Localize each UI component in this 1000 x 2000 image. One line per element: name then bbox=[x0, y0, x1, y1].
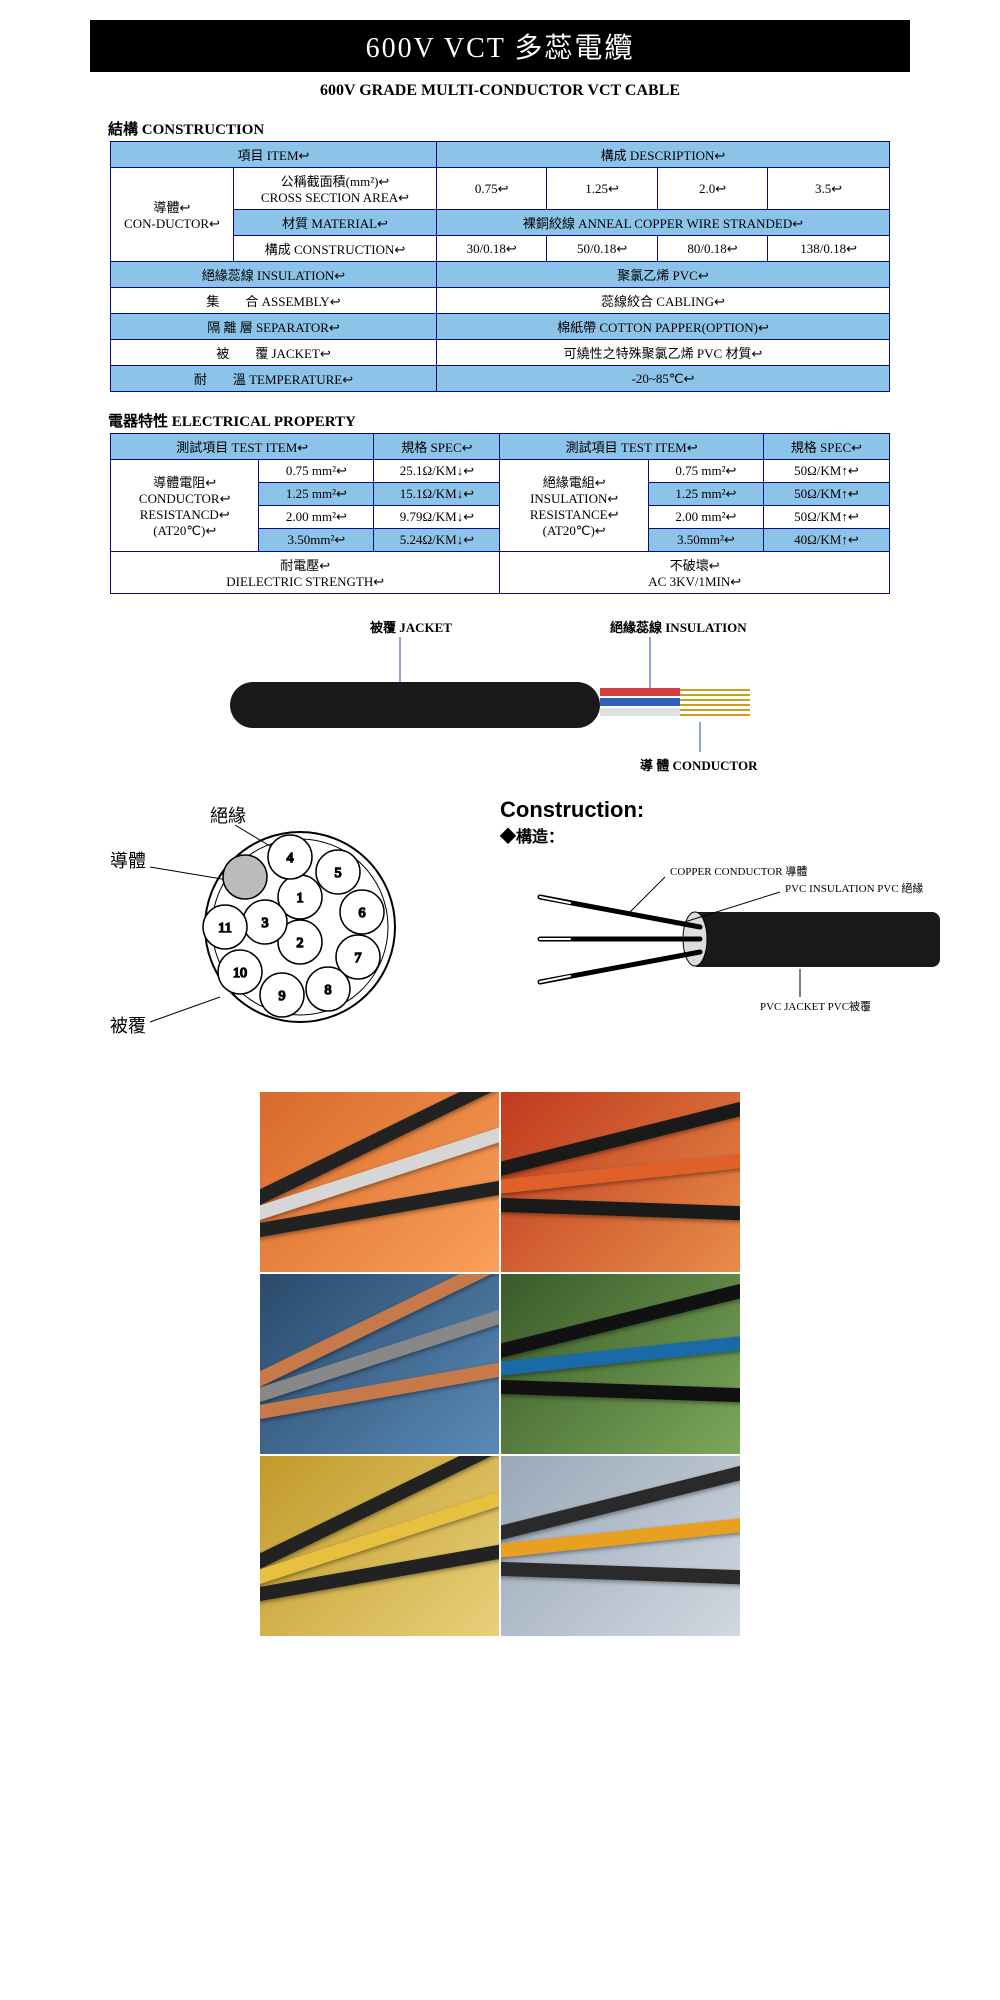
desc-header: 構成 DESCRIPTION↩ bbox=[437, 142, 890, 168]
size: 0.75 mm²↩ bbox=[259, 460, 374, 483]
cond-res-label: 導體電阻↩ CONDUCTOR↩ RESISTANCD↩ (AT20℃)↩ bbox=[111, 460, 259, 552]
svg-text:1: 1 bbox=[297, 891, 304, 906]
ins-res-label: 絕緣電組↩ INSULATION↩ RESISTANCE↩ (AT20℃)↩ bbox=[500, 460, 648, 552]
spec-hdr: 規格 SPEC↩ bbox=[374, 434, 500, 460]
size: 1.25 mm²↩ bbox=[259, 483, 374, 506]
ins-spec: 50Ω/KM↑↩ bbox=[763, 460, 889, 483]
cross-section-label: 公稱截面積(mm²)↩ CROSS SECTION AREA↩ bbox=[234, 168, 437, 210]
con-val: 80/0.18↩ bbox=[657, 236, 767, 262]
pvc-ins-label: PVC INSULATION PVC 絕緣 bbox=[785, 882, 923, 895]
subtitle: 600V GRADE MULTI-CONDUCTOR VCT CABLE bbox=[90, 82, 910, 100]
photo-tile bbox=[260, 1274, 499, 1454]
ins-spec: 50Ω/KM↑↩ bbox=[763, 506, 889, 529]
cond-spec: 15.1Ω/KM↓↩ bbox=[374, 483, 500, 506]
dielectric-val: 不破壞↩ AC 3KV/1MIN↩ bbox=[500, 552, 890, 594]
insulation-val: 聚氯乙烯 PVC↩ bbox=[437, 262, 890, 288]
con-val: 50/0.18↩ bbox=[547, 236, 657, 262]
jacket-label: 被 覆 JACKET↩ bbox=[111, 340, 437, 366]
electrical-heading: 電器特性 ELECTRICAL PROPERTY bbox=[108, 410, 910, 431]
cross-insulation-label: 絕緣 bbox=[210, 806, 246, 826]
item-header: 項目 ITEM↩ bbox=[111, 142, 437, 168]
photo-tile bbox=[501, 1092, 740, 1272]
svg-text:9: 9 bbox=[279, 989, 286, 1004]
cs-val: 3.5↩ bbox=[768, 168, 890, 210]
dielectric-label: 耐電壓↩ DIELECTRIC STRENGTH↩ bbox=[111, 552, 500, 594]
separator-val: 棉紙帶 COTTON PAPPER(OPTION)↩ bbox=[437, 314, 890, 340]
photo-grid bbox=[260, 1092, 740, 1636]
material-label: 材質 MATERIAL↩ bbox=[234, 210, 437, 236]
insulation-label: 絕緣蕊線 INSULATION bbox=[610, 620, 747, 635]
size: 2.00 mm²↩ bbox=[648, 506, 763, 529]
svg-text:7: 7 bbox=[355, 951, 362, 966]
construction-heading: 結構 CONSTRUCTION bbox=[108, 118, 910, 139]
construction-label: 構成 CONSTRUCTION↩ bbox=[234, 236, 437, 262]
temp-val: -20~85℃↩ bbox=[437, 366, 890, 392]
test-item-hdr: 測試項目 TEST ITEM↩ bbox=[111, 434, 374, 460]
conductor-label: 導體↩ CON-DUCTOR↩ bbox=[111, 168, 234, 262]
cross-section-diagram: 絕緣 導體 被覆 1 2 3 4 5 6 7 8 9 bbox=[90, 797, 470, 1062]
svg-text:6: 6 bbox=[359, 906, 366, 921]
svg-text:8: 8 bbox=[325, 983, 332, 998]
cross-jacket-label: 被覆 bbox=[110, 1016, 146, 1036]
test-item-hdr2: 測試項目 TEST ITEM↩ bbox=[500, 434, 763, 460]
photo-tile bbox=[260, 1456, 499, 1636]
size: 3.50mm²↩ bbox=[259, 529, 374, 552]
svg-text:5: 5 bbox=[335, 866, 342, 881]
electrical-table: 測試項目 TEST ITEM↩ 規格 SPEC↩ 測試項目 TEST ITEM↩… bbox=[110, 433, 890, 594]
assembly-val: 蕊線絞合 CABLING↩ bbox=[437, 288, 890, 314]
construction-sub: ◆構造： bbox=[500, 823, 1000, 847]
jacket-val: 可繞性之特殊聚氯乙烯 PVC 材質↩ bbox=[437, 340, 890, 366]
title-bar: 600V VCT 多蕊電纜 bbox=[90, 20, 910, 72]
photo-tile bbox=[501, 1274, 740, 1454]
size: 2.00 mm²↩ bbox=[259, 506, 374, 529]
insulation-label: 絕緣蕊線 INSULATION↩ bbox=[111, 262, 437, 288]
spec-hdr2: 規格 SPEC↩ bbox=[763, 434, 889, 460]
photo-tile bbox=[260, 1092, 499, 1272]
ins-spec: 50Ω/KM↑↩ bbox=[763, 483, 889, 506]
separator-label: 隔 離 層 SEPARATOR↩ bbox=[111, 314, 437, 340]
svg-text:3: 3 bbox=[262, 916, 269, 931]
material-val: 裸銅絞線 ANNEAL COPPER WIRE STRANDED↩ bbox=[437, 210, 890, 236]
cs-val: 2.0↩ bbox=[657, 168, 767, 210]
size: 3.50mm²↩ bbox=[648, 529, 763, 552]
cond-spec: 25.1Ω/KM↓↩ bbox=[374, 460, 500, 483]
svg-text:2: 2 bbox=[297, 936, 304, 951]
conductor-label: 導 體 CONDUCTOR bbox=[640, 758, 758, 773]
jacket-label: 被覆 JACKET bbox=[369, 620, 452, 635]
cond-spec: 9.79Ω/KM↓↩ bbox=[374, 506, 500, 529]
pvc-jkt-label: PVC JACKET PVC被覆 bbox=[760, 1000, 871, 1013]
svg-text:11: 11 bbox=[218, 921, 231, 936]
cs-val: 1.25↩ bbox=[547, 168, 657, 210]
size: 0.75 mm²↩ bbox=[648, 460, 763, 483]
con-val: 30/0.18↩ bbox=[437, 236, 547, 262]
svg-text:10: 10 bbox=[233, 966, 247, 981]
con-val: 138/0.18↩ bbox=[768, 236, 890, 262]
copper-label: COPPER CONDUCTOR 導體 bbox=[670, 864, 807, 878]
assembly-label: 集 合 ASSEMBLY↩ bbox=[111, 288, 437, 314]
cross-conductor-label: 導體 bbox=[110, 851, 146, 871]
construction-diagram: Construction: ◆構造： COPPER CONDUC bbox=[470, 797, 1000, 1062]
cs-val: 0.75↩ bbox=[437, 168, 547, 210]
cable-side-diagram: 被覆 JACKET 絕緣蕊線 INSULATION 導 體 CONDUCTOR bbox=[110, 612, 890, 797]
construction-title: Construction: bbox=[500, 797, 1000, 823]
size: 1.25 mm²↩ bbox=[648, 483, 763, 506]
construction-table: 項目 ITEM↩ 構成 DESCRIPTION↩ 導體↩ CON-DUCTOR↩… bbox=[110, 141, 890, 392]
temp-label: 耐 溫 TEMPERATURE↩ bbox=[111, 366, 437, 392]
cond-spec: 5.24Ω/KM↓↩ bbox=[374, 529, 500, 552]
svg-text:4: 4 bbox=[287, 851, 294, 866]
ins-spec: 40Ω/KM↑↩ bbox=[763, 529, 889, 552]
photo-tile bbox=[501, 1456, 740, 1636]
